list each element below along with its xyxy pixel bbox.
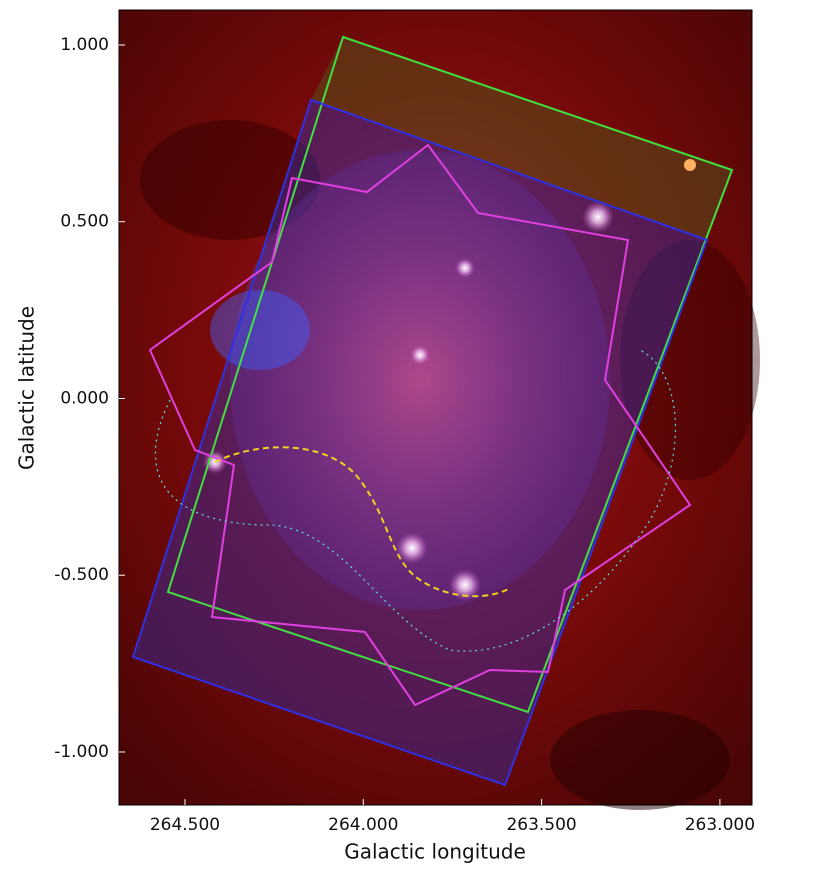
green-footprint bbox=[166, 35, 734, 714]
x-tick-label: 264.500 bbox=[150, 815, 220, 835]
magenta-footprint bbox=[148, 143, 692, 707]
y-tick-label: 0.000 bbox=[60, 388, 109, 408]
plot-frame bbox=[118, 9, 753, 806]
x-axis-label: Galactic longitude bbox=[344, 840, 526, 864]
y-tick-label: -1.000 bbox=[54, 742, 109, 762]
y-tick-label: 1.000 bbox=[60, 35, 109, 55]
x-tick-label: 264.000 bbox=[328, 815, 398, 835]
x-tick-label: 263.500 bbox=[506, 815, 576, 835]
dashed-curve bbox=[214, 446, 511, 598]
contour bbox=[154, 349, 676, 652]
y-axis-label: Galactic latitude bbox=[15, 306, 39, 470]
footprints bbox=[131, 35, 734, 787]
x-tick-label: 263.000 bbox=[685, 815, 755, 835]
y-tick-label: 0.500 bbox=[60, 212, 109, 232]
blue-footprint bbox=[131, 98, 709, 787]
sky-image bbox=[119, 10, 760, 810]
sources bbox=[203, 159, 696, 601]
y-tick-label: -0.500 bbox=[54, 565, 109, 585]
